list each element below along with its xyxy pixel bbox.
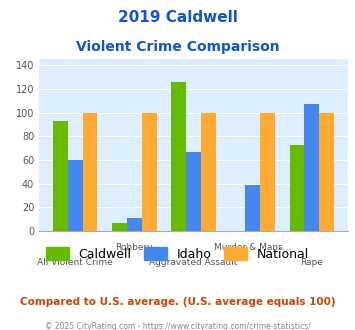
Bar [112, 223, 127, 231]
Bar [142, 113, 157, 231]
Text: Murder & Mans...: Murder & Mans... [214, 243, 291, 252]
Bar [245, 185, 260, 231]
Legend: Caldwell, Idaho, National: Caldwell, Idaho, National [41, 242, 314, 266]
Text: All Violent Crime: All Violent Crime [37, 258, 113, 267]
Text: Compared to U.S. average. (U.S. average equals 100): Compared to U.S. average. (U.S. average … [20, 297, 335, 307]
Bar [171, 82, 186, 231]
Bar [127, 218, 142, 231]
Bar [53, 121, 68, 231]
Bar [83, 113, 97, 231]
Text: 2019 Caldwell: 2019 Caldwell [118, 10, 237, 25]
Bar [319, 113, 334, 231]
Bar [260, 113, 275, 231]
Text: © 2025 CityRating.com - https://www.cityrating.com/crime-statistics/: © 2025 CityRating.com - https://www.city… [45, 322, 310, 330]
Text: Violent Crime Comparison: Violent Crime Comparison [76, 40, 279, 53]
Text: Rape: Rape [300, 258, 323, 267]
Text: Robbery: Robbery [115, 243, 153, 252]
Text: Aggravated Assault: Aggravated Assault [149, 258, 238, 267]
Bar [201, 113, 215, 231]
Bar [304, 104, 319, 231]
Bar [68, 160, 83, 231]
Bar [186, 152, 201, 231]
Bar [290, 145, 304, 231]
